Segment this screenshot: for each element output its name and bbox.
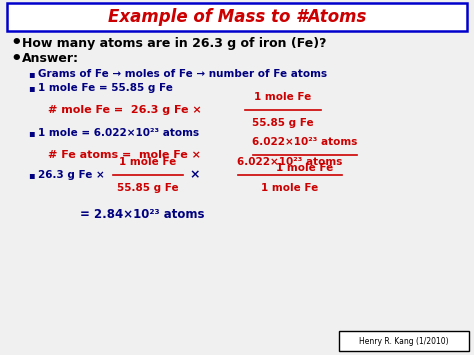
Text: Grams of Fe → moles of Fe → number of Fe atoms: Grams of Fe → moles of Fe → number of Fe… (38, 69, 327, 79)
Text: ▪: ▪ (28, 128, 35, 138)
Text: 1 mole Fe: 1 mole Fe (276, 163, 334, 173)
Text: 1 mole Fe: 1 mole Fe (119, 157, 177, 167)
Text: ×: × (190, 169, 200, 181)
Text: 1 mole Fe = 55.85 g Fe: 1 mole Fe = 55.85 g Fe (38, 83, 173, 93)
Text: 6.022×10²³ atoms: 6.022×10²³ atoms (237, 157, 343, 167)
Text: 1 mole = 6.022×10²³ atoms: 1 mole = 6.022×10²³ atoms (38, 128, 199, 138)
Text: = 2.84×10²³ atoms: = 2.84×10²³ atoms (80, 208, 204, 222)
Text: •: • (10, 50, 22, 68)
Text: 1 mole Fe: 1 mole Fe (255, 92, 311, 102)
Text: ▪: ▪ (28, 69, 35, 79)
FancyBboxPatch shape (339, 331, 469, 351)
Text: 26.3 g Fe ×: 26.3 g Fe × (38, 170, 105, 180)
Text: 1 mole Fe: 1 mole Fe (261, 183, 319, 193)
Text: ▪: ▪ (28, 83, 35, 93)
Text: # Fe atoms =  mole Fe ×: # Fe atoms = mole Fe × (48, 150, 201, 160)
Text: How many atoms are in 26.3 g of iron (Fe)?: How many atoms are in 26.3 g of iron (Fe… (22, 37, 327, 49)
Text: 6.022×10²³ atoms: 6.022×10²³ atoms (252, 137, 358, 147)
Text: 55.85 g Fe: 55.85 g Fe (252, 118, 314, 128)
Text: Answer:: Answer: (22, 53, 79, 66)
Text: ▪: ▪ (28, 170, 35, 180)
Text: •: • (10, 34, 22, 52)
Text: # mole Fe =  26.3 g Fe ×: # mole Fe = 26.3 g Fe × (48, 105, 202, 115)
Text: Henry R. Kang (1/2010): Henry R. Kang (1/2010) (359, 337, 449, 345)
FancyBboxPatch shape (7, 3, 467, 31)
Text: Example of Mass to #Atoms: Example of Mass to #Atoms (108, 8, 366, 26)
Text: 55.85 g Fe: 55.85 g Fe (117, 183, 179, 193)
